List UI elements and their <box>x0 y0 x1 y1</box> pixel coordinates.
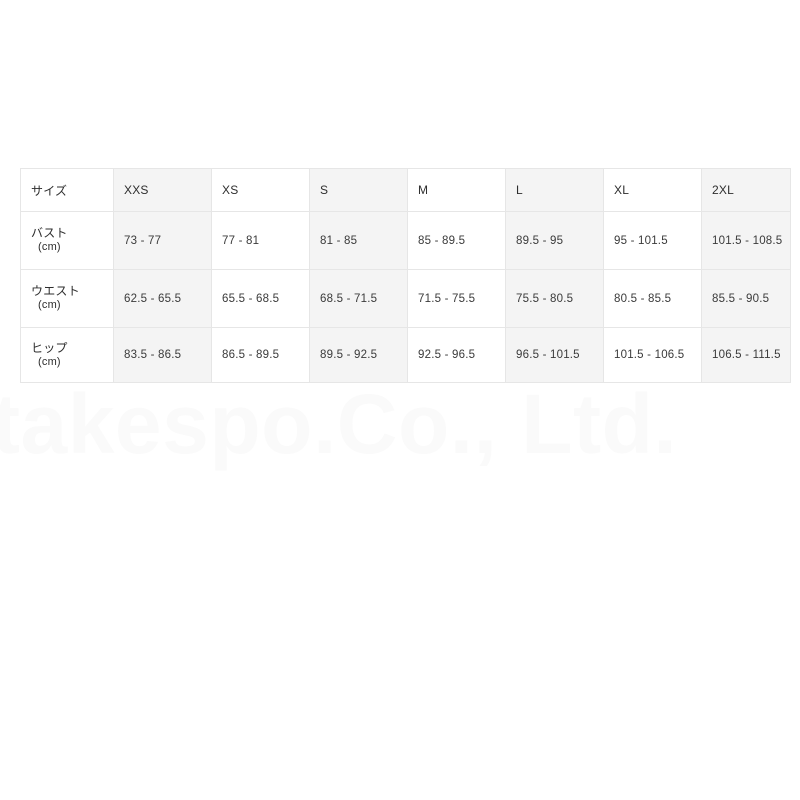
cell-hip-xxs: 83.5 - 86.5 <box>113 327 212 383</box>
header-size-l: L <box>516 183 523 197</box>
cell-value: 96.5 - 101.5 <box>516 349 580 361</box>
cell-waist-m: 71.5 - 75.5 <box>407 269 506 328</box>
header-cell-xl: XL <box>603 168 702 212</box>
cell-value: 92.5 - 96.5 <box>418 349 476 361</box>
header-cell-xs: XS <box>211 168 310 212</box>
size-chart-table: サイズ XXS XS S M L <box>20 168 791 383</box>
table-row-bust: バスト (cm) 73 - 77 77 - 81 81 - 85 85 - 89… <box>20 211 791 270</box>
row-label-waist: ウエスト (cm) <box>20 269 114 328</box>
cell-waist-s: 68.5 - 71.5 <box>309 269 408 328</box>
cell-hip-l: 96.5 - 101.5 <box>505 327 604 383</box>
cell-value: 89.5 - 95 <box>516 234 564 247</box>
header-cell-xxs: XXS <box>113 168 212 212</box>
cell-value: 85 - 89.5 <box>418 234 466 247</box>
cell-value: 77 - 81 <box>222 234 260 247</box>
watermark-lower: takespo.Co., Ltd. <box>0 377 678 471</box>
header-label-text: サイズ <box>31 183 68 198</box>
size-chart-container: サイズ XXS XS S M L <box>20 168 791 383</box>
cell-waist-xl: 80.5 - 85.5 <box>603 269 702 328</box>
cell-value: 86.5 - 89.5 <box>222 349 280 361</box>
cell-value: 101.5 - 106.5 <box>614 349 685 361</box>
header-cell-2xl: 2XL <box>701 168 791 212</box>
cell-value: 71.5 - 75.5 <box>418 292 476 305</box>
header-cell-size-label: サイズ <box>20 168 114 212</box>
row-label-hip-text: ヒップ <box>31 340 68 355</box>
header-size-2xl: 2XL <box>712 183 734 197</box>
cell-hip-xs: 86.5 - 89.5 <box>211 327 310 383</box>
cell-hip-m: 92.5 - 96.5 <box>407 327 506 383</box>
cell-value: 95 - 101.5 <box>614 234 668 247</box>
cell-waist-2xl: 85.5 - 90.5 <box>701 269 791 328</box>
cell-waist-l: 75.5 - 80.5 <box>505 269 604 328</box>
header-cell-m: M <box>407 168 506 212</box>
row-label-hip-unit: (cm) <box>38 355 61 368</box>
cell-value: 89.5 - 92.5 <box>320 349 378 361</box>
cell-bust-l: 89.5 - 95 <box>505 211 604 270</box>
table-row-hip: ヒップ (cm) 83.5 - 86.5 86.5 - 89.5 89.5 - … <box>20 327 791 383</box>
cell-waist-xxs: 62.5 - 65.5 <box>113 269 212 328</box>
cell-value: 106.5 - 111.5 <box>712 349 781 361</box>
cell-value: 62.5 - 65.5 <box>124 292 182 305</box>
cell-hip-s: 89.5 - 92.5 <box>309 327 408 383</box>
cell-value: 101.5 - 108.5 <box>712 234 783 247</box>
header-size-s: S <box>320 183 329 197</box>
cell-waist-xs: 65.5 - 68.5 <box>211 269 310 328</box>
cell-value: 81 - 85 <box>320 234 358 247</box>
row-label-bust-text: バスト <box>31 226 68 241</box>
cell-bust-xxs: 73 - 77 <box>113 211 212 270</box>
row-label-hip: ヒップ (cm) <box>20 327 114 383</box>
cell-value: 65.5 - 68.5 <box>222 292 280 305</box>
header-size-xxs: XXS <box>124 183 149 197</box>
table-header-row: サイズ XXS XS S M L <box>20 168 791 212</box>
row-label-waist-text: ウエスト <box>31 284 80 299</box>
cell-bust-m: 85 - 89.5 <box>407 211 506 270</box>
header-cell-l: L <box>505 168 604 212</box>
header-size-m: M <box>418 183 429 197</box>
cell-bust-s: 81 - 85 <box>309 211 408 270</box>
table-row-waist: ウエスト (cm) 62.5 - 65.5 65.5 - 68.5 68.5 -… <box>20 269 791 328</box>
cell-value: 85.5 - 90.5 <box>712 292 770 305</box>
cell-bust-2xl: 101.5 - 108.5 <box>701 211 791 270</box>
cell-value: 83.5 - 86.5 <box>124 349 182 361</box>
header-size-xs: XS <box>222 183 239 197</box>
row-label-waist-unit: (cm) <box>38 299 61 312</box>
cell-bust-xl: 95 - 101.5 <box>603 211 702 270</box>
row-label-bust: バスト (cm) <box>20 211 114 270</box>
row-label-bust-unit: (cm) <box>38 241 61 254</box>
cell-value: 73 - 77 <box>124 234 162 247</box>
cell-value: 75.5 - 80.5 <box>516 292 574 305</box>
cell-value: 68.5 - 71.5 <box>320 292 378 305</box>
cell-value: 80.5 - 85.5 <box>614 292 672 305</box>
header-size-xl: XL <box>614 183 630 197</box>
cell-hip-xl: 101.5 - 106.5 <box>603 327 702 383</box>
cell-bust-xs: 77 - 81 <box>211 211 310 270</box>
cell-hip-2xl: 106.5 - 111.5 <box>701 327 791 383</box>
header-cell-s: S <box>309 168 408 212</box>
